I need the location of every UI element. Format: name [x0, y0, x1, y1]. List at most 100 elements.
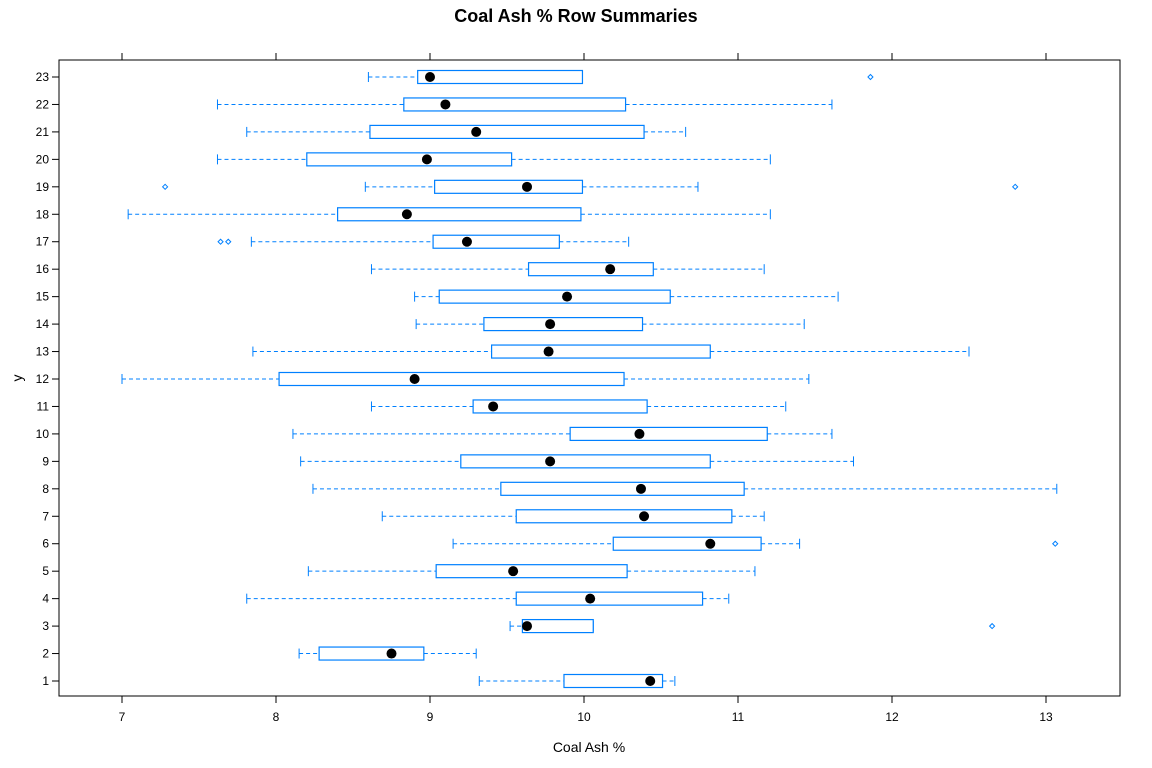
outlier-point: [988, 622, 996, 630]
x-tick-label: 9: [427, 710, 434, 724]
boxplot-row-20: [216, 152, 771, 167]
iqr-box: [569, 426, 768, 442]
iqr-box: [500, 481, 745, 496]
median-dot: [645, 676, 656, 686]
y-tick-label: 23: [36, 70, 50, 84]
x-tick-label: 10: [577, 710, 591, 724]
iqr-box: [438, 289, 671, 304]
y-tick-label: 2: [42, 647, 49, 661]
median-dot: [421, 154, 432, 165]
median-dot: [409, 374, 420, 384]
x-tick-label: 11: [732, 710, 745, 724]
boxplot-row-19: [161, 179, 1019, 194]
median-dot: [705, 538, 716, 549]
median-dot: [461, 236, 472, 247]
median-dot: [508, 566, 519, 577]
iqr-box: [563, 673, 664, 689]
x-tick-label: 8: [273, 710, 280, 724]
boxplot-row-3: [509, 618, 996, 634]
median-dot: [488, 401, 499, 412]
y-tick-label: 11: [37, 399, 50, 413]
boxplot-row-17: [217, 234, 630, 249]
median-dot: [425, 72, 435, 82]
plot-area: [121, 69, 1059, 689]
outlier-point: [867, 73, 874, 81]
y-tick-label: 22: [36, 97, 50, 111]
y-tick-label: 3: [42, 619, 49, 633]
y-tick-label: 6: [42, 537, 49, 551]
y-tick-label: 16: [36, 262, 50, 276]
median-dot: [585, 593, 596, 604]
median-dot: [634, 428, 645, 439]
boxplot-row-15: [414, 289, 839, 304]
y-tick-label: 15: [36, 290, 50, 304]
outlier-point: [1052, 540, 1059, 547]
boxplot-row-22: [216, 97, 833, 112]
y-tick-label: 14: [36, 317, 50, 331]
y-tick-label: 17: [36, 235, 50, 249]
y-tick-label: 13: [36, 345, 50, 359]
median-dot: [639, 511, 650, 522]
median-dot: [545, 319, 556, 330]
median-dot: [543, 346, 554, 357]
boxplot-row-21: [246, 124, 687, 140]
boxplot-row-4: [246, 591, 730, 606]
y-tick-label: 4: [42, 592, 49, 606]
x-tick-label: 13: [1039, 710, 1053, 724]
boxplot-row-16: [370, 262, 765, 277]
x-tick-label: 12: [885, 710, 899, 724]
boxplot-row-18: [127, 207, 771, 222]
y-tick-label: 1: [42, 674, 49, 688]
plot-frame: [58, 59, 1121, 697]
y-tick-label: 20: [36, 152, 50, 166]
boxplot-row-2: [298, 646, 477, 661]
median-dot: [386, 648, 397, 659]
iqr-box: [460, 454, 711, 469]
iqr-box: [527, 262, 654, 277]
y-axis-label: y: [9, 375, 25, 382]
iqr-box: [369, 124, 645, 140]
outlier-point: [1011, 183, 1019, 191]
boxplot-row-10: [292, 426, 833, 442]
iqr-box: [432, 234, 560, 249]
y-tick-label: 9: [42, 454, 49, 468]
chart-title: Coal Ash % Row Summaries: [454, 6, 697, 26]
boxplot-row-5: [307, 564, 756, 579]
y-tick-label: 18: [36, 207, 50, 221]
y-tick-label: 8: [42, 482, 49, 496]
x-tick-label: 7: [119, 710, 126, 724]
iqr-box: [434, 179, 584, 194]
median-dot: [605, 264, 616, 275]
iqr-box: [417, 69, 584, 85]
boxplot-row-23: [367, 69, 874, 85]
boxplot-row-11: [370, 399, 787, 414]
median-dot: [471, 126, 482, 137]
boxplot-row-6: [452, 536, 1059, 551]
median-dot: [401, 209, 412, 220]
y-tick-label: 7: [42, 509, 49, 523]
iqr-box: [521, 618, 594, 634]
outlier-point: [225, 238, 232, 245]
iqr-box: [403, 97, 627, 112]
median-dot: [635, 483, 646, 494]
iqr-box: [515, 509, 733, 524]
iqr-box: [306, 152, 513, 167]
y-tick-label: 12: [36, 372, 50, 386]
boxplot-row-8: [312, 481, 1058, 496]
iqr-box: [515, 591, 704, 606]
iqr-box: [491, 344, 711, 359]
iqr-box: [337, 207, 582, 222]
y-tick-label: 21: [36, 125, 50, 139]
boxplot-row-14: [415, 316, 805, 332]
boxplot-row-1: [478, 673, 676, 689]
outlier-point: [161, 183, 169, 191]
iqr-box: [472, 399, 648, 414]
iqr-box: [278, 371, 625, 387]
median-dot: [522, 621, 533, 632]
y-tick-label: 5: [42, 564, 49, 578]
x-axis-label: Coal Ash %: [553, 739, 625, 755]
iqr-box: [318, 646, 425, 661]
iqr-box: [435, 564, 628, 579]
